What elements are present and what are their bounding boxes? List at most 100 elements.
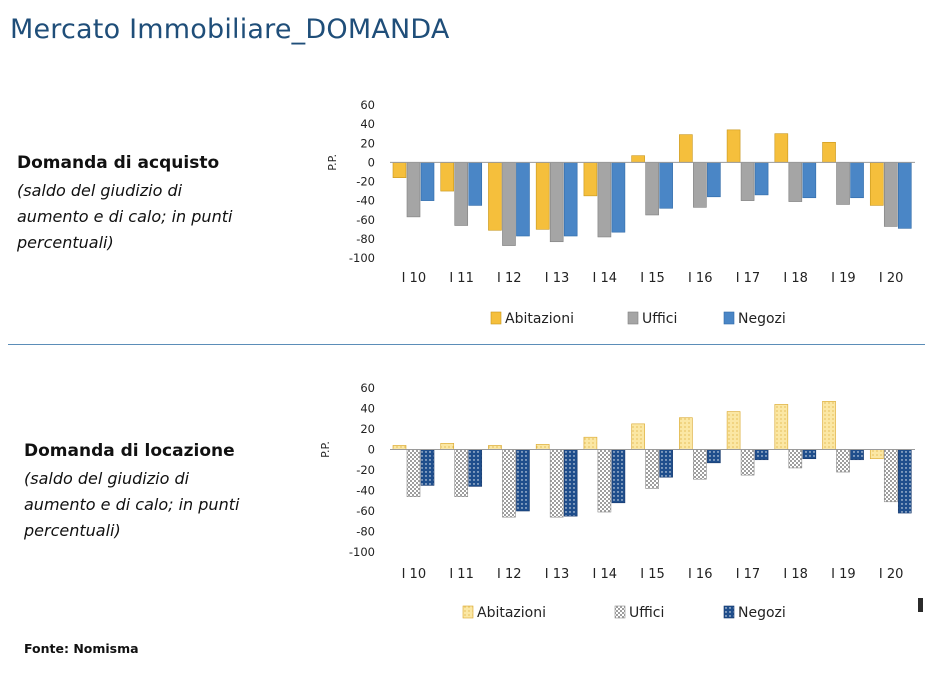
- legend-label-uffici: Uffici: [642, 311, 677, 327]
- x-category-label: I 20: [879, 271, 904, 286]
- bar-abitazioni-i-13: [535, 444, 550, 450]
- legend-swatch-negozi: [723, 605, 735, 619]
- bar-uffici-i-16: [693, 162, 707, 208]
- bar-abitazioni-i-20: [869, 162, 884, 206]
- locazione-title: Domanda di locazione: [24, 441, 235, 461]
- y-tick-label: -100: [349, 545, 375, 559]
- legend-label-negozi: Negozi: [738, 605, 786, 621]
- legend-swatch-abitazioni: [462, 605, 474, 619]
- bar-uffici-i-17: [740, 162, 755, 201]
- x-category-label: I 15: [640, 567, 665, 582]
- y-tick-label: -100: [349, 251, 375, 265]
- x-category-label: I 16: [688, 567, 713, 582]
- y-tick-label: -60: [356, 504, 375, 518]
- x-category-label: I 10: [402, 271, 427, 286]
- bar-negozi-i-20: [897, 449, 912, 514]
- legend-label-abitazioni: Abitazioni: [505, 311, 574, 327]
- y-tick-label: -60: [356, 213, 375, 227]
- bar-negozi-i-20: [897, 162, 912, 229]
- bar-abitazioni-i-20: [869, 449, 884, 460]
- bar-uffici-i-10: [406, 449, 421, 497]
- x-category-label: I 18: [783, 567, 808, 582]
- bar-abitazioni-i-18: [774, 404, 789, 450]
- x-category-label: I 14: [593, 271, 618, 286]
- bar-abitazioni-i-17: [726, 411, 741, 450]
- bar-uffici-i-15: [645, 449, 659, 489]
- legend-swatch-uffici: [627, 311, 639, 325]
- bar-abitazioni-i-11: [440, 443, 455, 450]
- bar-negozi-i-17: [754, 162, 769, 196]
- bar-uffici-i-15: [645, 162, 659, 216]
- bar-abitazioni-i-16: [679, 417, 693, 450]
- y-axis-title: P.P.: [326, 154, 339, 171]
- bar-negozi-i-13: [563, 449, 578, 517]
- bar-abitazioni-i-18: [774, 133, 789, 163]
- y-tick-label: 40: [360, 402, 375, 416]
- bar-abitazioni-i-19: [822, 141, 836, 163]
- x-category-label: I 12: [497, 271, 522, 286]
- bar-uffici-i-19: [836, 449, 850, 473]
- x-category-label: I 11: [449, 567, 474, 582]
- bar-negozi-i-15: [659, 162, 673, 209]
- bar-negozi-i-10: [420, 449, 435, 486]
- source-note: Fonte: Nomisma: [24, 641, 139, 656]
- bar-uffici-i-12: [502, 162, 516, 246]
- bar-negozi-i-19: [850, 162, 864, 199]
- y-tick-label: 40: [360, 117, 375, 131]
- bar-abitazioni-i-13: [535, 162, 550, 230]
- legend-label-abitazioni: Abitazioni: [477, 605, 546, 621]
- bar-negozi-i-17: [754, 449, 769, 461]
- y-tick-label: 60: [360, 381, 375, 395]
- x-category-label: I 12: [497, 567, 522, 582]
- page-title: Mercato Immobiliare_DOMANDA: [10, 14, 450, 45]
- legend-swatch-negozi: [723, 311, 735, 325]
- x-category-label: I 13: [545, 567, 570, 582]
- y-tick-label: 0: [368, 443, 375, 457]
- x-category-label: I 13: [545, 271, 570, 286]
- bar-abitazioni-i-14: [583, 436, 598, 450]
- bar-negozi-i-19: [850, 449, 864, 461]
- y-tick-label: -40: [356, 484, 375, 498]
- y-tick-label: 0: [368, 155, 375, 169]
- bar-uffici-i-14: [597, 162, 612, 238]
- x-category-label: I 18: [783, 271, 808, 286]
- bar-uffici-i-13: [549, 162, 564, 243]
- bar-negozi-i-14: [611, 449, 626, 504]
- bar-uffici-i-14: [597, 449, 612, 513]
- locazione-chart: 60 40 20 0 -20 -40 -60 -80 -100 P.P. I 10 I 11 I 12 I…: [319, 381, 915, 621]
- locazione-subtitle: (saldo del giudizio di aumento e di calo…: [24, 469, 240, 540]
- acquisto-subtitle: (saldo del giudizio di aumento e di calo…: [17, 181, 233, 252]
- bar-uffici-i-12: [502, 449, 516, 518]
- x-category-label: I 14: [593, 567, 618, 582]
- bar-uffici-i-20: [883, 449, 898, 503]
- bar-uffici-i-18: [788, 449, 803, 469]
- y-tick-label: -80: [356, 525, 375, 539]
- x-category-label: I 11: [449, 271, 474, 286]
- bar-abitazioni-i-11: [440, 162, 455, 192]
- legend-swatch-abitazioni: [490, 311, 502, 325]
- bar-uffici-i-10: [406, 162, 421, 218]
- bar-negozi-i-11: [468, 449, 483, 487]
- bar-abitazioni-i-19: [822, 401, 836, 450]
- bar-abitazioni-i-12: [488, 162, 502, 231]
- legend-label-uffici: Uffici: [629, 605, 664, 621]
- bar-negozi-i-18: [802, 449, 817, 460]
- x-category-label: I 20: [879, 567, 904, 582]
- x-category-label: I 10: [402, 567, 427, 582]
- y-tick-label: 20: [360, 422, 375, 436]
- x-category-label: I 19: [831, 567, 856, 582]
- bar-negozi-i-16: [707, 449, 721, 464]
- bar-abitazioni-i-14: [583, 162, 598, 197]
- x-category-label: I 17: [736, 271, 761, 286]
- legend-label-negozi: Negozi: [738, 311, 786, 327]
- y-tick-label: -80: [356, 232, 375, 246]
- bar-negozi-i-11: [468, 162, 483, 206]
- bar-negozi-i-13: [563, 162, 578, 237]
- y-tick-label: -40: [356, 194, 375, 208]
- y-tick-label: -20: [356, 463, 375, 477]
- bar-uffici-i-19: [836, 162, 850, 205]
- bar-negozi-i-12: [516, 162, 530, 237]
- bar-uffici-i-11: [454, 162, 469, 226]
- bar-uffici-i-20: [883, 162, 898, 227]
- bar-abitazioni-i-15: [631, 423, 645, 450]
